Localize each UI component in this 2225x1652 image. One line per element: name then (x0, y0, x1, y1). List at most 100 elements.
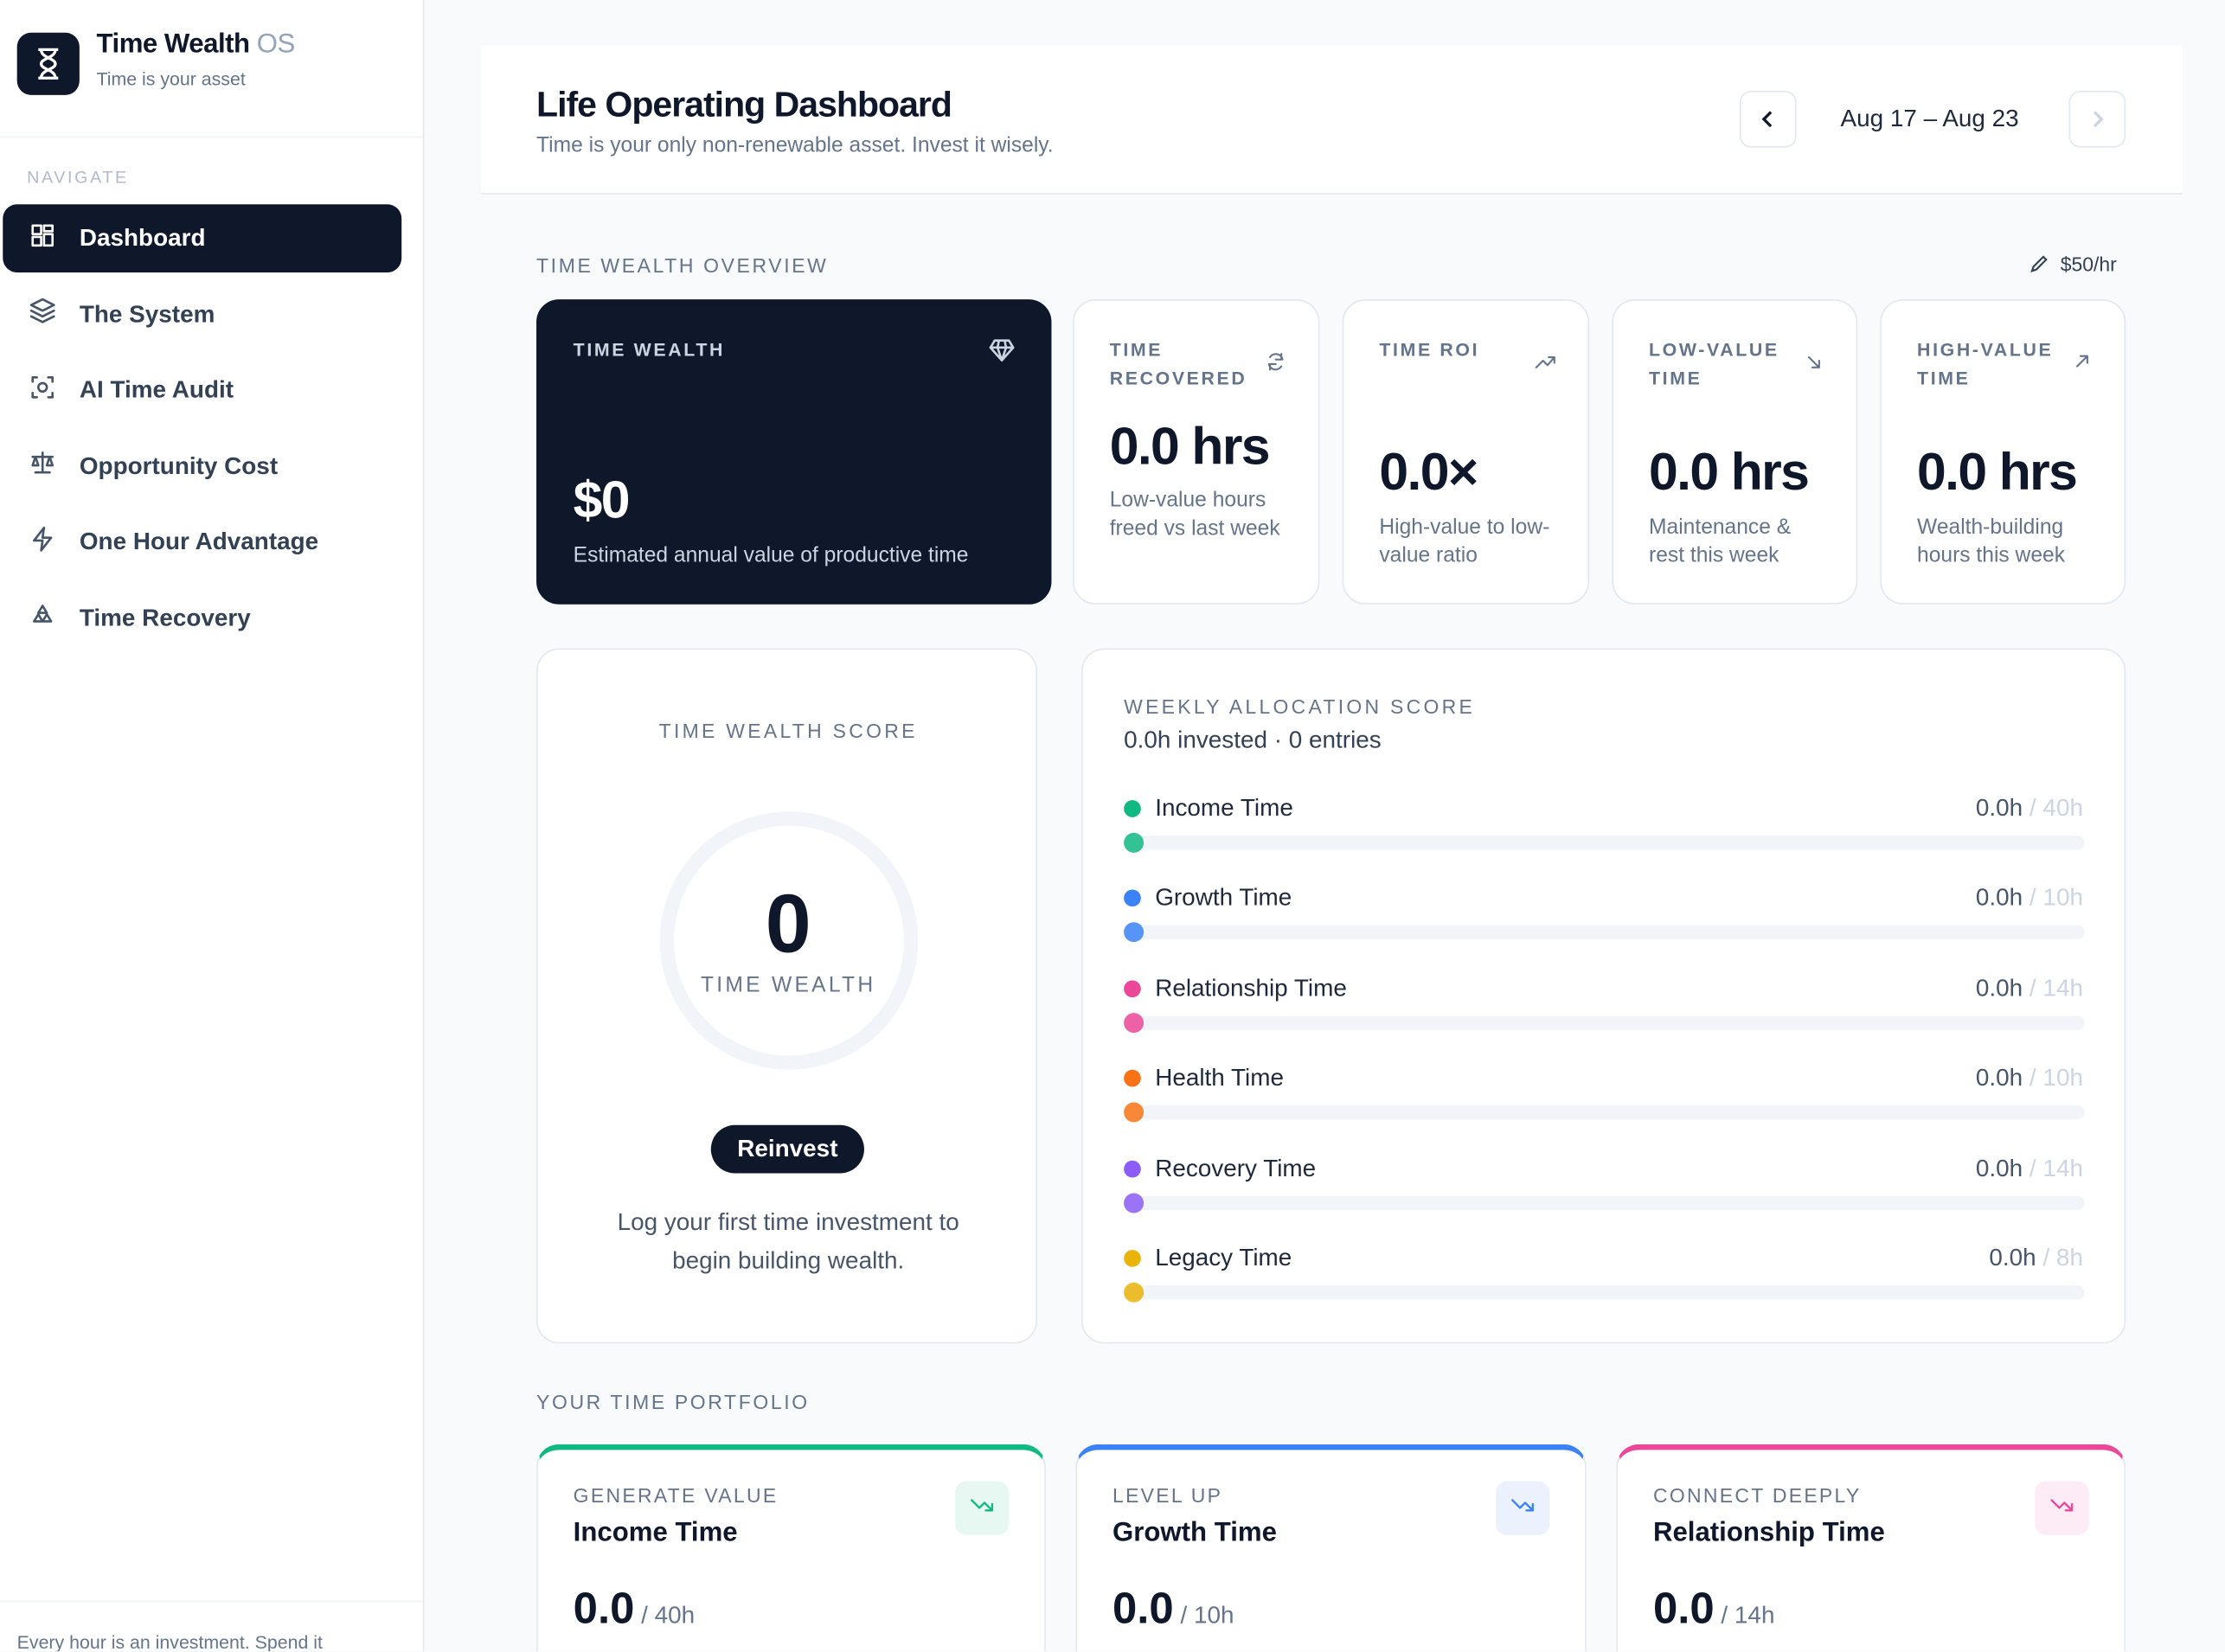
nav-heading: NAVIGATE (27, 167, 129, 188)
card-label: TIME ROI (1379, 339, 1480, 361)
icon (988, 336, 1016, 372)
category-dot (1124, 800, 1141, 817)
category-hours: 0.0h / 14h (1976, 975, 2083, 1003)
card-caption: High-value to low-value ratio (1379, 515, 1550, 568)
brand: Time Wealth OS (96, 29, 296, 61)
icon-glyph (1808, 355, 1820, 368)
portfolio-value: 0.0 (1112, 1583, 1174, 1633)
icon-glyph (29, 298, 55, 323)
progress-track (1124, 1285, 2085, 1300)
nav-item[interactable]: The System (3, 280, 401, 349)
nav-item[interactable]: Opportunity Cost (3, 432, 401, 501)
chevron-right (2093, 111, 2104, 128)
icon-glyph (31, 375, 55, 399)
nav-label: Opportunity Cost (79, 451, 279, 480)
icon (3, 373, 80, 408)
next-week[interactable] (2068, 90, 2126, 148)
logged-hours: 0.0h (1989, 1244, 2036, 1271)
portfolio-hours: 0.0 / 10h (1112, 1584, 1234, 1635)
logged-hours: 0.0h (1975, 884, 2023, 912)
metric-card: TIME ROI 0.0× High-value to low-value rati… (1342, 299, 1590, 605)
category-name: Relationship Time (1155, 974, 1347, 1002)
nav-item[interactable]: Dashboard (3, 204, 402, 272)
icon (3, 449, 80, 484)
icon-glyph (33, 604, 53, 622)
icon-glyph (1511, 1498, 1535, 1511)
tagline: Time is your asset (96, 67, 246, 90)
nav-item[interactable]: One Hour Advantage (3, 509, 401, 577)
brand-suffix: OS (256, 29, 296, 60)
hourglass-icon (38, 48, 59, 80)
card-label: TIME WEALTH (573, 339, 726, 361)
card-value: 0.0× (1379, 442, 1478, 502)
icon-glyph (31, 223, 55, 247)
portfolio-value: 0.0 (573, 1583, 635, 1633)
logged-hours: 0.0h (1975, 1064, 2023, 1092)
icon (2049, 1492, 2075, 1525)
target-hours: / 10h (2029, 1064, 2083, 1092)
prev-week[interactable] (1740, 90, 1797, 148)
portfolio-hours: 0.0 / 40h (574, 1584, 696, 1635)
score-heading: TIME WEALTH SCORE (658, 719, 918, 742)
page-title: Life Operating Dashboard (536, 85, 952, 125)
card-value: 0.0 hrs (1917, 442, 2078, 502)
icon (3, 601, 80, 637)
nav-item[interactable]: Time Recovery (3, 585, 401, 653)
icon (2070, 350, 2093, 380)
nav-label: AI Time Audit (79, 375, 234, 404)
brand-name: Time Wealth (96, 29, 251, 60)
score-value: 0 (765, 878, 811, 970)
icon-glyph (33, 526, 53, 552)
category-dot (1124, 1070, 1141, 1087)
category-name: Health Time (1155, 1064, 1284, 1092)
nav-label: One Hour Advantage (79, 528, 319, 555)
icon-glyph (1267, 353, 1284, 371)
pencil-icon (2030, 255, 2048, 272)
target-hours: / 14h (2029, 974, 2083, 1002)
portfolio-name: Income Time (573, 1518, 738, 1548)
card-caption: Maintenance & rest this week (1649, 515, 1792, 568)
portfolio-kicker: GENERATE VALUE (573, 1483, 779, 1507)
icon (1802, 350, 1824, 380)
card-label: LOW-VALUE TIME (1649, 339, 1779, 389)
allocation-heading: WEEKLY ALLOCATION SCORE (1124, 695, 1476, 718)
portfolio-kicker: CONNECT DEEPLY (1652, 1483, 1862, 1507)
rate-edit[interactable]: $50/hr (2029, 253, 2117, 275)
icon (1510, 1492, 1536, 1525)
card-value: $0 (573, 471, 631, 529)
nav-item[interactable]: AI Time Audit (3, 356, 401, 425)
icon-glyph (989, 339, 1015, 362)
progress-knob (1124, 832, 1145, 853)
category-hours: 0.0h / 8h (1989, 1245, 2083, 1273)
card-value: 0.0 hrs (1649, 442, 1810, 502)
portfolio-card: LEVEL UP Growth Time 0.0 / 10h (1075, 1444, 1587, 1652)
score-unit: TIME WEALTH (700, 973, 876, 998)
chevron-left (1761, 111, 1773, 128)
progress-knob (1124, 1192, 1145, 1213)
score-card: TIME WEALTH SCORE 0 TIME WEALTH Reinvest… (536, 648, 1038, 1344)
progress-knob (1124, 1102, 1145, 1123)
icon (3, 297, 80, 332)
divider (0, 136, 423, 138)
metric-card: TIME RECOVERED 0.0 hrs Low-value hours fre… (1073, 299, 1320, 605)
card-caption: Low-value hours freed vs last week (1109, 488, 1280, 541)
logo (16, 32, 80, 95)
target-hours: / 40h (2029, 794, 2083, 822)
portfolio-name: Relationship Time (1652, 1518, 1885, 1548)
portfolio-card: CONNECT DEEPLY Relationship Time 0.0 / 14h (1616, 1444, 2126, 1652)
reinvest-badge[interactable]: Reinvest (710, 1124, 864, 1174)
progress-track (1124, 1195, 2085, 1210)
metric-card: HIGH-VALUE TIME 0.0 hrs Wealth-building ho… (1880, 299, 2126, 605)
wealth-card: TIME WEALTH $0 Estimated annual value of p… (536, 299, 1052, 605)
portfolio-hours: 0.0 / 14h (1653, 1584, 1775, 1635)
progress-knob (1124, 922, 1145, 943)
sidebar: Time Wealth OS Time is your asset NAVIGA… (0, 0, 425, 1652)
category-hours: 0.0h / 10h (1976, 1065, 2083, 1093)
category-hours: 0.0h / 40h (1976, 795, 2083, 823)
icon (969, 1492, 995, 1525)
icon (1534, 350, 1556, 380)
icon-glyph (971, 1498, 994, 1511)
